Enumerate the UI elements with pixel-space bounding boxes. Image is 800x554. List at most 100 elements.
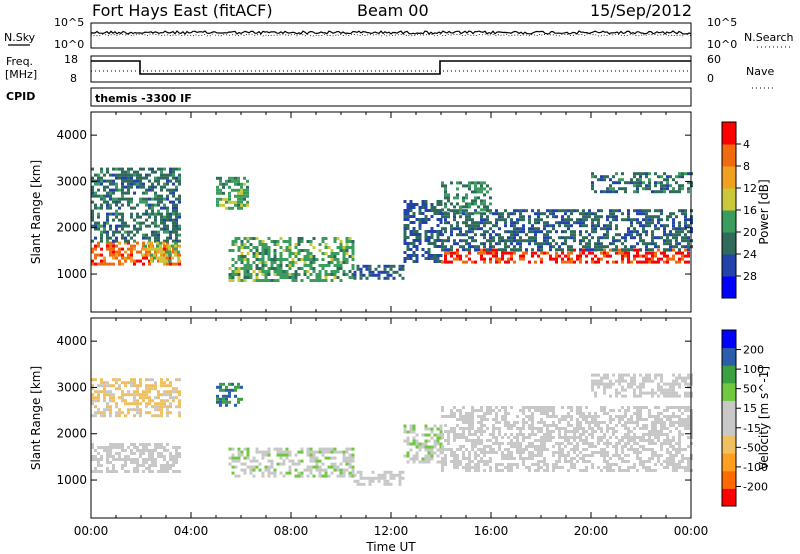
data-cell: [371, 273, 375, 277]
data-cell: [169, 452, 172, 455]
data-cell: [600, 242, 603, 246]
data-cell: [657, 245, 660, 249]
data-cell: [594, 415, 597, 418]
data-cell: [462, 260, 465, 264]
data-cell: [678, 172, 681, 176]
data-cell: [121, 191, 124, 195]
power-colorbar-swatch: [722, 276, 736, 299]
data-cell: [528, 227, 531, 231]
data-cell: [109, 405, 112, 409]
data-cell: [513, 230, 516, 234]
data-cell: [513, 251, 516, 255]
data-cell: [480, 439, 483, 442]
data-cell: [651, 427, 654, 430]
data-cell: [525, 445, 528, 448]
data-cell: [465, 221, 468, 225]
data-cell: [115, 230, 118, 234]
data-cell: [684, 227, 687, 231]
data-cell: [130, 176, 133, 180]
data-cell: [639, 457, 642, 460]
data-cell: [456, 436, 459, 439]
data-cell: [112, 233, 115, 237]
data-cell: [465, 412, 468, 415]
data-cell: [630, 448, 633, 451]
data-cell: [498, 445, 501, 448]
data-cell: [474, 190, 477, 194]
data-cell: [160, 402, 163, 406]
data-cell: [642, 379, 645, 383]
data-cell: [552, 209, 555, 213]
data-cell: [240, 194, 243, 198]
data-cell: [516, 230, 519, 234]
data-cell: [231, 456, 235, 460]
data-cell: [465, 427, 468, 430]
data-cell: [660, 218, 663, 222]
data-cell: [627, 218, 630, 222]
power-colorbar-tick-label: 28: [743, 270, 757, 283]
data-cell: [639, 254, 642, 258]
data-cell: [415, 451, 419, 455]
data-cell: [480, 427, 483, 430]
data-cell: [121, 185, 124, 189]
data-cell: [474, 202, 477, 206]
data-cell: [219, 403, 222, 407]
data-cell: [333, 273, 337, 276]
data-cell: [415, 454, 419, 458]
data-cell: [672, 178, 675, 182]
data-cell: [555, 248, 558, 252]
data-cell: [228, 447, 232, 451]
data-cell: [687, 172, 690, 176]
data-cell: [145, 378, 148, 382]
data-cell: [383, 473, 387, 477]
data-cell: [540, 442, 543, 445]
data-cell: [309, 273, 313, 276]
data-cell: [430, 451, 434, 455]
data-cell: [522, 254, 525, 258]
data-cell: [651, 221, 654, 225]
data-cell: [321, 252, 325, 255]
data-cell: [603, 391, 606, 395]
data-cell: [678, 184, 681, 188]
data-cell: [621, 248, 624, 252]
data-cell: [106, 262, 109, 266]
data-cell: [480, 227, 483, 231]
data-cell: [246, 200, 249, 204]
data-cell: [642, 209, 645, 213]
data-cell: [237, 237, 241, 240]
data-cell: [168, 259, 171, 263]
data-cell: [561, 251, 564, 255]
data-cell: [669, 406, 672, 409]
data-cell: [288, 471, 292, 475]
data-cell: [406, 254, 410, 257]
data-cell: [386, 470, 390, 474]
data-cell: [139, 173, 142, 177]
data-cell: [127, 233, 130, 237]
data-cell: [288, 240, 292, 243]
data-cell: [216, 400, 219, 404]
data-cell: [501, 212, 504, 216]
data-cell: [465, 418, 468, 421]
data-cell: [270, 462, 274, 466]
data-cell: [91, 259, 94, 263]
data-cell: [675, 227, 678, 231]
data-cell: [424, 221, 428, 224]
data-cell: [444, 230, 447, 234]
data-cell: [175, 396, 178, 400]
data-cell: [537, 439, 540, 442]
data-cell: [342, 246, 346, 249]
data-cell: [142, 185, 145, 189]
data-cell: [603, 233, 606, 237]
data-cell: [564, 218, 567, 222]
data-cell: [609, 466, 612, 469]
data-cell: [468, 181, 471, 185]
data-cell: [421, 457, 425, 461]
data-cell: [303, 270, 307, 273]
data-cell: [654, 260, 657, 264]
data-cell: [579, 412, 582, 415]
data-cell: [231, 243, 235, 246]
data-cell: [424, 460, 428, 464]
data-cell: [558, 451, 561, 454]
data-cell: [450, 251, 453, 255]
data-cell: [621, 460, 624, 463]
data-cell: [171, 256, 174, 260]
